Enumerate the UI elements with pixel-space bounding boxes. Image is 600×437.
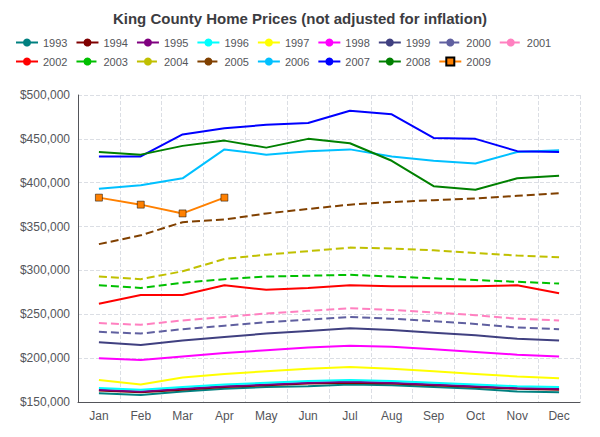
svg-text:King County Home Prices (not a: King County Home Prices (not adjusted fo… [113, 10, 487, 27]
svg-text:Nov: Nov [507, 409, 528, 423]
svg-text:2009: 2009 [466, 56, 490, 68]
svg-text:2005: 2005 [224, 56, 248, 68]
svg-text:$200,000: $200,000 [20, 351, 70, 365]
svg-text:2001: 2001 [527, 37, 551, 49]
svg-text:1996: 1996 [224, 37, 248, 49]
svg-text:$150,000: $150,000 [20, 395, 70, 409]
svg-text:May: May [255, 409, 278, 423]
svg-text:1998: 1998 [345, 37, 369, 49]
svg-text:$400,000: $400,000 [20, 176, 70, 190]
svg-text:2008: 2008 [406, 56, 430, 68]
svg-text:2006: 2006 [285, 56, 309, 68]
svg-text:1999: 1999 [406, 37, 430, 49]
svg-text:1997: 1997 [285, 37, 309, 49]
svg-text:Oct: Oct [466, 409, 485, 423]
svg-text:2002: 2002 [43, 56, 67, 68]
svg-text:$300,000: $300,000 [20, 263, 70, 277]
svg-text:2003: 2003 [103, 56, 127, 68]
svg-text:Feb: Feb [130, 409, 151, 423]
svg-text:2004: 2004 [164, 56, 188, 68]
svg-text:Jul: Jul [342, 409, 357, 423]
svg-text:Mar: Mar [172, 409, 193, 423]
svg-text:1994: 1994 [103, 37, 127, 49]
svg-text:$450,000: $450,000 [20, 132, 70, 146]
svg-text:$250,000: $250,000 [20, 307, 70, 321]
svg-text:$350,000: $350,000 [20, 220, 70, 234]
svg-text:Aug: Aug [381, 409, 402, 423]
svg-text:Apr: Apr [215, 409, 234, 423]
svg-text:Sep: Sep [423, 409, 445, 423]
svg-text:Jan: Jan [89, 409, 108, 423]
svg-text:2000: 2000 [466, 37, 490, 49]
svg-text:1993: 1993 [43, 37, 67, 49]
svg-text:Jun: Jun [298, 409, 317, 423]
svg-text:$500,000: $500,000 [20, 88, 70, 102]
svg-text:2007: 2007 [345, 56, 369, 68]
svg-text:1995: 1995 [164, 37, 188, 49]
svg-text:Dec: Dec [548, 409, 569, 423]
